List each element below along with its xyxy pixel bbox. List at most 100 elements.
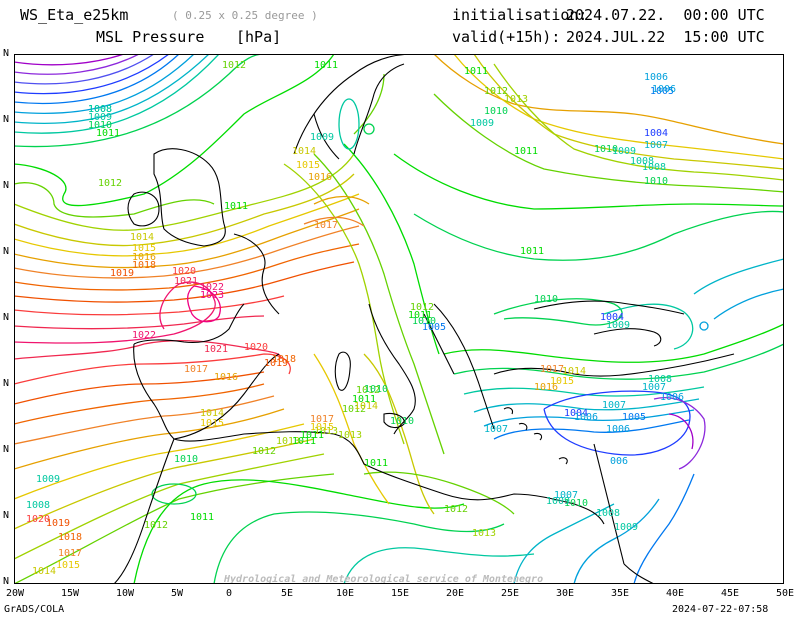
- isobar-label: 1004: [644, 128, 668, 139]
- isobar-label: 1011: [292, 436, 316, 447]
- isobar-label: 1009: [606, 320, 630, 331]
- isobar-label: 1014: [292, 146, 316, 157]
- isobar-label: 1015: [132, 243, 156, 254]
- isobar-label: 1009: [310, 132, 334, 143]
- isobar-label: 1017: [314, 220, 338, 231]
- isobar-label: 1016: [214, 372, 238, 383]
- lon-tick-label: 5E: [281, 588, 294, 599]
- isobar-label: 1022: [132, 330, 156, 341]
- isobar-label: 1008: [642, 162, 666, 173]
- isobar-label: 1006: [606, 424, 630, 435]
- isobar-label: 1008: [26, 500, 50, 511]
- isobar-label: 1011: [364, 458, 388, 469]
- isobar-label: 1014: [562, 366, 586, 377]
- isobar-label: 1013: [472, 528, 496, 539]
- lat-tick-label: N: [3, 180, 10, 191]
- software-credit: GrADS/COLA: [4, 604, 65, 615]
- isobar-label: 1015: [310, 422, 334, 433]
- isobar-label: 1011: [96, 128, 120, 139]
- isobar-label: 1012: [98, 178, 122, 189]
- isobar-label: 1013: [276, 436, 300, 447]
- lon-tick-label: 30E: [556, 588, 575, 599]
- isobar-label: 1008: [648, 374, 672, 385]
- lon-tick-label: 35E: [611, 588, 630, 599]
- contours-iberian-high: [14, 153, 360, 584]
- contours-north-east: [393, 54, 784, 350]
- model-name: WS_Eta_e25km: [20, 6, 129, 24]
- isobar-label: 1012: [444, 504, 468, 515]
- isobar-label: 1010: [88, 120, 112, 131]
- lon-tick-label: 50E: [776, 588, 795, 599]
- isobar-label: 1020: [172, 266, 196, 277]
- lon-tick-label: 25E: [501, 588, 520, 599]
- valid-label: valid(+15h):: [452, 28, 561, 46]
- isobar-label: 1017: [540, 364, 564, 375]
- isobar-label: 1008: [88, 104, 112, 115]
- isobar-label: 1007: [554, 490, 578, 501]
- isobar-label: 1010: [594, 144, 618, 155]
- isobar-label: 1016: [308, 172, 332, 183]
- lon-tick-label: 15W: [61, 588, 80, 599]
- isobar-label: 1014: [32, 566, 56, 577]
- isobar-label: 1021: [204, 344, 228, 355]
- isobar-label: 1008: [596, 508, 620, 519]
- isobar-label: 1011: [190, 512, 214, 523]
- contour-labels: 1008100910101011101210091011101210111014…: [26, 60, 684, 577]
- isobar-label: 1010: [364, 384, 388, 395]
- render-timestamp: 2024-07-22-07:58: [672, 604, 769, 615]
- isobar-label: 1012: [222, 60, 246, 71]
- lat-tick-label: N: [3, 312, 10, 323]
- lat-tick-label: N: [3, 444, 10, 455]
- isobar-label: 1011: [520, 246, 544, 257]
- lon-tick-label: 5W: [171, 588, 184, 599]
- isobar-label: 1007: [644, 140, 668, 151]
- isobar-label: 1010: [484, 106, 508, 117]
- isobar-label: 1008: [630, 156, 654, 167]
- lat-tick-label: N: [3, 510, 10, 521]
- isobar-label: 1006: [644, 72, 668, 83]
- lon-tick-label: 45E: [721, 588, 740, 599]
- pressure-map: Hydrological and Meteorological service …: [14, 54, 784, 584]
- isobar-label: 1016: [132, 252, 156, 263]
- contours-central-europe: [283, 73, 515, 515]
- coastlines: [113, 54, 735, 584]
- isobar-label: 1015: [296, 160, 320, 171]
- isobar-label: 1011: [300, 430, 324, 441]
- isobar-label: 1012: [484, 86, 508, 97]
- isobar-label: 1010: [412, 316, 436, 327]
- lon-tick-label: 20W: [6, 588, 25, 599]
- isobar-label: 1014: [354, 401, 378, 412]
- lat-tick-label: N: [3, 246, 10, 257]
- isobar-label: 1012: [410, 302, 434, 313]
- isobar-label: 1009: [612, 146, 636, 157]
- isobar-label: 1012: [342, 404, 366, 415]
- contours-africa: [133, 473, 695, 584]
- isobar-label: 1009: [88, 112, 112, 123]
- isobar-label: 1005: [422, 322, 446, 333]
- isobar-label: 1007: [484, 424, 508, 435]
- isobar-label: 1005: [650, 86, 674, 97]
- isobar-label: 1010: [174, 454, 198, 465]
- isobar-label: 1014: [200, 408, 224, 419]
- isobar-label: 1010: [644, 176, 668, 187]
- isobar-label: 1022: [200, 282, 224, 293]
- isobar-label: 1010: [564, 498, 588, 509]
- isobar-label: 1012: [252, 446, 276, 457]
- isobar-label: 1020: [26, 514, 50, 525]
- isobar-label: 1017: [58, 548, 82, 559]
- isobar-label: 1018: [58, 532, 82, 543]
- isobar-label: 1006: [652, 84, 676, 95]
- isobar-label: 1014: [130, 232, 154, 243]
- isobar-label: 1017: [310, 414, 334, 425]
- isobar-label: 1015: [56, 560, 80, 571]
- isobar-label: 1009: [36, 474, 60, 485]
- isobar-label: 1008: [88, 104, 112, 115]
- isobar-label: 1007: [602, 400, 626, 411]
- isobar-label: 1009: [470, 118, 494, 129]
- isobar-label: 1015: [550, 376, 574, 387]
- lat-tick-label: N: [3, 576, 10, 587]
- isobar-label: 1015: [200, 418, 224, 429]
- isobar-label: 1010: [534, 294, 558, 305]
- lon-tick-label: 20E: [446, 588, 465, 599]
- isobar-label: 1011: [464, 66, 488, 77]
